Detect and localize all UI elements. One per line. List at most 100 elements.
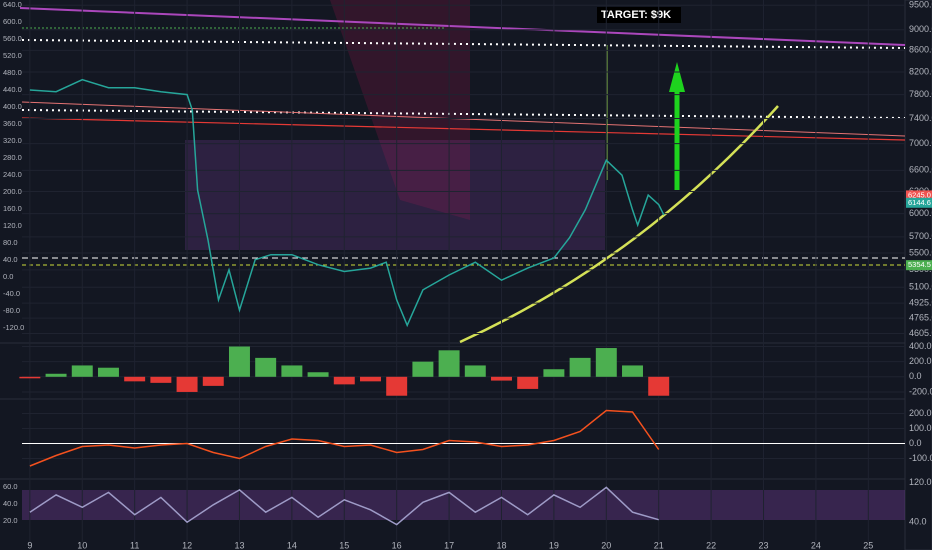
- y-tick-label: 7400.0: [909, 113, 932, 123]
- y2-tick-label: 40.0: [3, 499, 18, 508]
- y-tick-label: 200.0: [909, 408, 932, 418]
- x-tick-label: 9: [27, 540, 32, 550]
- y-tick-label: -100.0: [909, 453, 932, 463]
- y-tick-label: 5100.0: [909, 282, 932, 292]
- y2-tick-label: 200.0: [3, 187, 22, 196]
- y2-tick-label: 60.0: [3, 482, 18, 491]
- y-tick-label: 6000.0: [909, 208, 932, 218]
- histogram-bar: [491, 376, 512, 381]
- histogram-bar: [360, 376, 381, 382]
- histogram-bar: [517, 376, 539, 389]
- histogram-bar: [228, 346, 250, 377]
- price-tag: [906, 260, 932, 271]
- rsi-band: [22, 490, 905, 520]
- histogram-bar: [202, 376, 224, 386]
- y2-tick-label: 560.0: [3, 34, 22, 43]
- histogram-bar: [150, 376, 172, 383]
- y-tick-label: 7000.0: [909, 138, 932, 148]
- price-tag-label: 6245.0: [908, 190, 931, 199]
- x-tick-label: 12: [182, 540, 192, 550]
- y-tick-label: 9500.0: [909, 0, 932, 10]
- x-tick-label: 22: [706, 540, 716, 550]
- x-tick-label: 18: [496, 540, 506, 550]
- y2-tick-label: 160.0: [3, 204, 22, 213]
- histogram-bar: [464, 365, 486, 377]
- histogram-bar: [386, 376, 408, 396]
- x-tick-label: 15: [339, 540, 349, 550]
- histogram-bar: [543, 369, 565, 377]
- trend-line: [21, 117, 906, 141]
- x-tick-label: 21: [654, 540, 664, 550]
- histogram-bar: [307, 372, 329, 377]
- x-tick-label: 10: [77, 540, 87, 550]
- trend-line: [21, 101, 906, 137]
- histogram-bar: [124, 376, 146, 382]
- histogram-bar: [19, 376, 41, 379]
- y2-tick-label: 80.0: [3, 238, 18, 247]
- y2-tick-label: 400.0: [3, 102, 22, 111]
- y2-tick-label: 280.0: [3, 153, 22, 162]
- price-tag-label: 5354.5: [908, 260, 931, 269]
- y-tick-label: 5500.0: [909, 247, 932, 257]
- price-line: [29, 78, 665, 328]
- y2-tick-label: 240.0: [3, 170, 22, 179]
- y-tick-label: -200.0: [909, 386, 932, 396]
- y2-tick-label: -40.0: [3, 289, 20, 298]
- y-tick-label: 9000.0: [909, 24, 932, 34]
- y-tick-label: 5700.0: [909, 231, 932, 241]
- y2-tick-label: -120.0: [3, 323, 24, 332]
- price-line: [29, 486, 659, 526]
- x-tick-label: 14: [287, 540, 297, 550]
- y2-tick-label: 120.0: [3, 221, 22, 230]
- x-tick-label: 16: [392, 540, 402, 550]
- x-tick-label: 25: [863, 540, 873, 550]
- histogram-bar: [333, 376, 355, 385]
- x-tick-label: 17: [444, 540, 454, 550]
- price-tag-label: 6144.6: [908, 198, 931, 207]
- y-tick-label: 0.0: [909, 371, 922, 381]
- y-tick-label: 200.0: [909, 356, 932, 366]
- histogram-bar: [438, 350, 460, 377]
- histogram-bar: [412, 361, 434, 377]
- y2-tick-label: -80.0: [3, 306, 20, 315]
- y2-tick-label: 360.0: [3, 119, 22, 128]
- y2-tick-label: 600.0: [3, 17, 22, 26]
- x-tick-label: 23: [759, 540, 769, 550]
- y2-tick-label: 320.0: [3, 136, 22, 145]
- histogram-bar: [595, 348, 617, 377]
- y-tick-label: 100.0: [909, 423, 932, 433]
- histogram-bar: [97, 367, 119, 377]
- y-tick-label: 40.0: [909, 517, 927, 527]
- y-tick-label: 8200.0: [909, 66, 932, 76]
- y-tick-label: 0.0: [909, 438, 922, 448]
- y-tick-label: 7800.0: [909, 89, 932, 99]
- x-tick-label: 24: [811, 540, 821, 550]
- histogram-bar: [255, 357, 277, 377]
- x-tick-label: 20: [601, 540, 611, 550]
- histogram-bar: [281, 365, 303, 377]
- price-axis: [904, 0, 932, 550]
- x-tick-label: 13: [234, 540, 244, 550]
- histogram-bar: [71, 365, 93, 377]
- price-tag: [906, 190, 932, 201]
- y2-tick-label: 20.0: [3, 516, 18, 525]
- y-tick-label: 400.0: [909, 341, 932, 351]
- y2-tick-label: 40.0: [3, 255, 18, 264]
- y2-tick-label: 520.0: [3, 51, 22, 60]
- y-tick-label: 4925.0: [909, 297, 932, 307]
- histogram-bar: [648, 376, 670, 396]
- y2-tick-label: 640.0: [3, 0, 22, 9]
- y2-tick-label: 440.0: [3, 85, 22, 94]
- y-tick-label: 120.0: [909, 477, 932, 487]
- y-tick-label: 4765.0: [909, 312, 932, 322]
- y2-tick-label: 0.0: [3, 272, 13, 281]
- price-line: [29, 409, 660, 467]
- histogram-bar: [569, 357, 591, 377]
- histogram-bar: [45, 373, 67, 377]
- target-label: TARGET: $9K: [601, 9, 671, 21]
- zone: [185, 140, 605, 250]
- target-box: [597, 7, 681, 23]
- histogram-bar: [176, 376, 198, 392]
- x-tick-label: 19: [549, 540, 559, 550]
